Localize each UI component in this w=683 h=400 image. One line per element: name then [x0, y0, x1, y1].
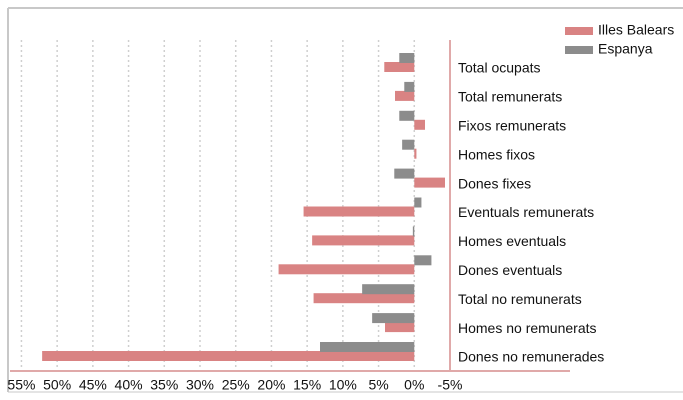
bar: [412, 226, 415, 237]
x-tick-label: -5%: [438, 377, 463, 393]
category-label: Homes eventuals: [458, 233, 566, 249]
category-label: Total no remunerats: [458, 291, 582, 307]
bar: [394, 168, 415, 179]
x-tick-label: 0%: [404, 377, 424, 393]
bar: [414, 119, 425, 130]
bar: [414, 148, 417, 159]
category-label: Dones no remunerades: [458, 349, 604, 365]
bar: [278, 264, 415, 275]
x-tick-label: 20%: [257, 377, 285, 393]
x-tick-label: 50%: [43, 377, 71, 393]
category-label: Fixos remunerats: [458, 118, 566, 134]
x-tick-label: 15%: [293, 377, 321, 393]
bar: [320, 342, 415, 352]
bar: [312, 235, 415, 246]
x-tick-label: 40%: [115, 377, 143, 393]
bar: [402, 139, 415, 150]
bar: [385, 322, 415, 333]
bar: [414, 177, 445, 188]
bar: [313, 293, 415, 304]
category-label: Dones eventuals: [458, 262, 562, 278]
legend-swatch: [565, 46, 593, 54]
bar: [414, 255, 432, 266]
legend-label: Espanya: [598, 41, 653, 57]
category-label: Total remunerats: [458, 89, 562, 105]
x-tick-label: 5%: [368, 377, 388, 393]
legend-label: Illes Balears: [598, 22, 674, 38]
x-tick-label: 10%: [329, 377, 357, 393]
bar: [395, 90, 415, 101]
category-label: Dones fixes: [458, 175, 531, 191]
x-tick-label: 25%: [222, 377, 250, 393]
legend-swatch: [565, 27, 593, 35]
x-tick-label: 55%: [7, 377, 35, 393]
category-label: Homes fixos: [458, 146, 535, 162]
bar: [303, 206, 415, 217]
bar: [362, 284, 415, 295]
x-tick-label: 45%: [79, 377, 107, 393]
bar: [404, 81, 415, 92]
bar: [399, 110, 415, 121]
bar: [414, 197, 422, 208]
category-label: Eventuals remunerats: [458, 204, 594, 220]
category-label: Total ocupats: [458, 60, 541, 76]
bar: [42, 351, 415, 361]
category-label: Homes no remunerats: [458, 320, 597, 336]
bar: [384, 62, 415, 72]
bar: [372, 313, 415, 324]
x-tick-label: 30%: [186, 377, 214, 393]
x-tick-label: 35%: [150, 377, 178, 393]
bar: [399, 53, 415, 63]
